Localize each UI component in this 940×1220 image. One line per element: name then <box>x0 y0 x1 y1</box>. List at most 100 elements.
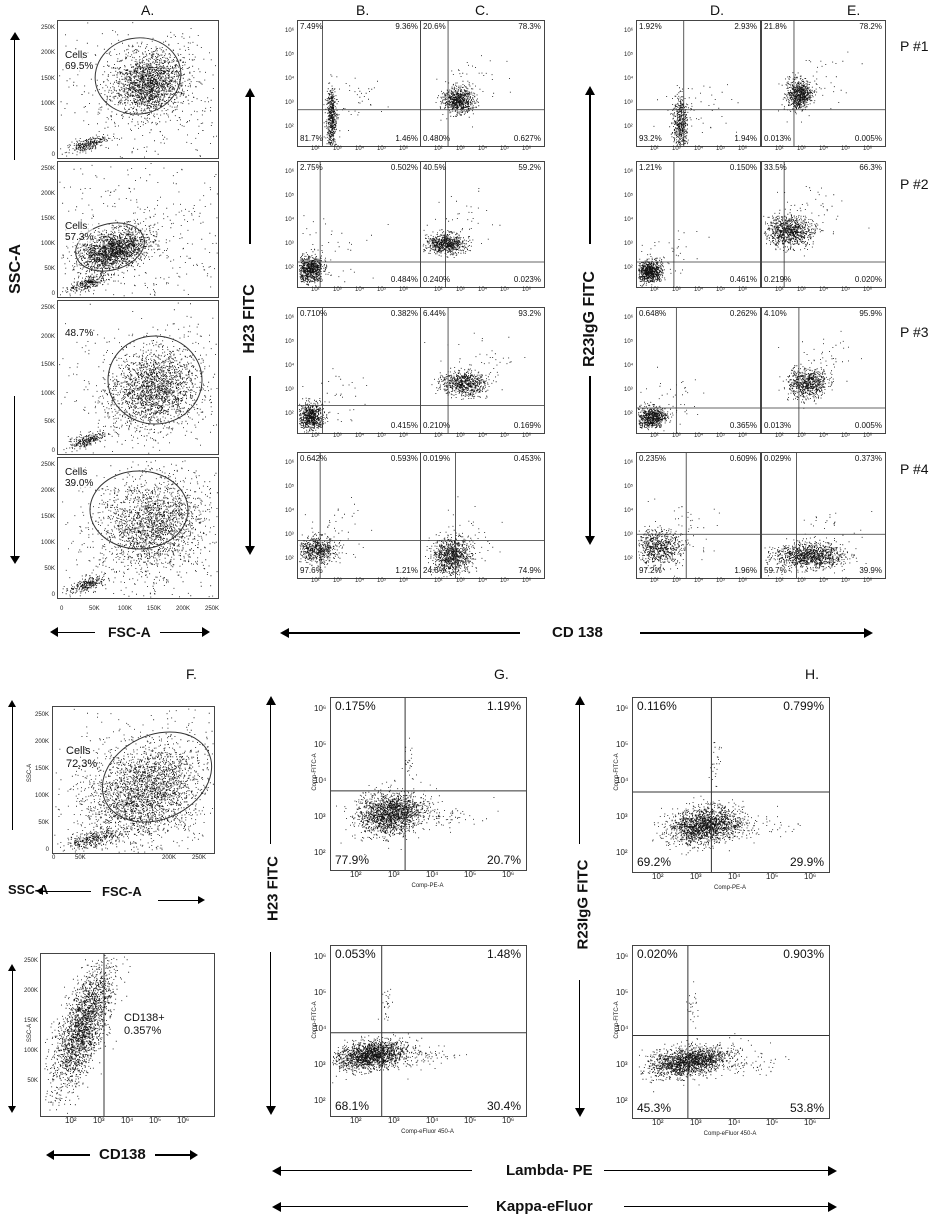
log-x-tick: 10⁵ <box>377 433 387 439</box>
quadrant-plot-d-3 <box>636 307 761 434</box>
patient-label-3: P #3 <box>900 324 929 340</box>
quadrant-plot-svg <box>421 453 544 578</box>
f-y-tick: 200K <box>34 739 49 745</box>
f-cd138-arrow-right <box>155 1154 191 1156</box>
log-y-tick: 10⁴ <box>285 508 295 514</box>
log-x-tick: 10² <box>775 146 784 152</box>
sparse-events <box>778 330 862 382</box>
quadrant-plot-svg <box>762 21 885 146</box>
log-y-tick: 10⁵ <box>616 740 629 749</box>
sparse-events-points <box>304 497 373 558</box>
quadrant-plot-d-1 <box>636 20 761 147</box>
log-x-tick: 10³ <box>690 872 702 881</box>
population-points <box>638 521 705 577</box>
y-axis-label: Comp-FITC-A <box>312 1001 318 1039</box>
log-x-tick: 10² <box>652 1118 664 1127</box>
f-x-tick: 200K <box>162 855 177 861</box>
quadrant-lr-value: 53.8% <box>789 1101 824 1115</box>
debris-population-points <box>60 270 115 297</box>
double-positive-events <box>708 742 722 787</box>
scatter-background <box>59 302 218 454</box>
double-positive-events-points <box>401 737 417 780</box>
log-y-tick: 10² <box>624 556 633 562</box>
quadrant-ur-value: 59.2% <box>518 163 541 172</box>
cd138-arrowhead-right <box>864 628 873 638</box>
f-cd138-arrowhead-right <box>190 1150 198 1160</box>
quadrant-plot-svg <box>298 21 421 146</box>
log-x-tick: 10⁵ <box>377 578 387 584</box>
log-y-tick: 10³ <box>314 1060 326 1069</box>
log-x-tick: 10⁴ <box>694 433 704 439</box>
quadrant-lr-value: 29.9% <box>789 855 824 869</box>
trailing-events-points <box>671 1048 790 1079</box>
g-arrowhead-down <box>266 1106 276 1115</box>
log-x-tick: 10³ <box>672 287 681 293</box>
light-chain-plot-svg <box>331 946 526 1116</box>
panel-letter-f: F. <box>186 666 197 682</box>
quadrant-ur-value: 0.373% <box>854 454 882 463</box>
x-axis-label: Comp-PE-A <box>411 883 444 889</box>
log-x-tick: 10² <box>652 872 664 881</box>
log-x-tick: 10⁶ <box>522 146 532 152</box>
debris-population <box>57 826 129 852</box>
panel-letter-g: G. <box>494 666 509 682</box>
quadrant-plot-svg <box>762 308 885 433</box>
y-tick: 250K <box>40 305 55 311</box>
log-x-tick: 10³ <box>672 578 681 584</box>
quadrant-plot-svg <box>637 453 760 578</box>
log-y-tick: 10² <box>285 411 294 417</box>
quadrant-ll-value: 0.219% <box>764 275 792 284</box>
f2-y-tick: 50K <box>27 1078 38 1084</box>
quadrant-ul-value: 0.642% <box>300 454 328 463</box>
log-x-tick: 10⁶ <box>399 146 409 152</box>
quadrant-ur-value: 0.453% <box>513 454 541 463</box>
quadrant-ur-value: 93.2% <box>518 309 541 318</box>
quadrant-ur-value: 2.93% <box>734 22 757 31</box>
y-tick: 150K <box>40 514 55 520</box>
population <box>669 85 693 146</box>
log-x-tick: 10⁶ <box>399 578 409 584</box>
light-chain-plot-h-bottom <box>632 945 830 1119</box>
population <box>431 367 499 400</box>
log-y-tick: 10⁴ <box>314 1024 327 1033</box>
cells-gate <box>89 470 189 550</box>
quadrant-ur-value: 0.382% <box>390 309 418 318</box>
log-x-tick: 10⁵ <box>464 870 477 879</box>
h23-arrow-up <box>249 96 251 244</box>
log-x-tick: 10² <box>350 1116 362 1125</box>
sparse-events <box>304 497 373 558</box>
kappa-axis-title: Kappa-eFluor <box>496 1198 593 1215</box>
population-points <box>638 401 677 432</box>
quadrant-plot-svg <box>637 308 760 433</box>
log-y-tick: 10⁵ <box>624 339 634 345</box>
quadrant-ur-value: 1.48% <box>486 947 521 961</box>
log-x-tick: 10⁵ <box>500 578 510 584</box>
log-x-tick: 10² <box>311 433 320 439</box>
log-x-tick: 10³ <box>672 433 681 439</box>
f-cd138-axis-title: CD138 <box>99 1146 146 1163</box>
log-y-tick: 10⁶ <box>314 952 327 961</box>
log-x-tick: 10⁶ <box>502 870 515 879</box>
quadrant-plot-c-4 <box>420 452 545 579</box>
quadrant-ul-value: 0.710% <box>300 309 328 318</box>
quadrant-plot-c-3 <box>420 307 545 434</box>
log-x-tick: 10⁶ <box>522 287 532 293</box>
quadrant-lr-value: 1.96% <box>734 566 757 575</box>
main-population <box>332 1032 430 1084</box>
f-fsc-axis-title: FSC-A <box>102 884 142 899</box>
main-population <box>61 210 186 284</box>
log-x-tick: 10⁴ <box>819 287 829 293</box>
h-arrow-up <box>579 704 580 844</box>
cd138-arrow-right <box>640 632 865 634</box>
log-y-tick: 10⁶ <box>314 704 327 713</box>
quadrant-ul-value: 0.029% <box>764 454 792 463</box>
log-x-tick: 10² <box>650 433 659 439</box>
quadrant-lr-value: 0.415% <box>390 421 418 430</box>
quadrant-ul-value: 0.648% <box>639 309 667 318</box>
log-x-tick: 10⁵ <box>500 433 510 439</box>
double-positive-events-points <box>377 988 393 1021</box>
fsc-ssc-plot-1-svg <box>59 22 217 158</box>
fsc-ssc-plot-3-svg <box>59 302 218 454</box>
sparse-events-points <box>798 511 873 568</box>
log-x-tick: 10⁴ <box>819 146 829 152</box>
